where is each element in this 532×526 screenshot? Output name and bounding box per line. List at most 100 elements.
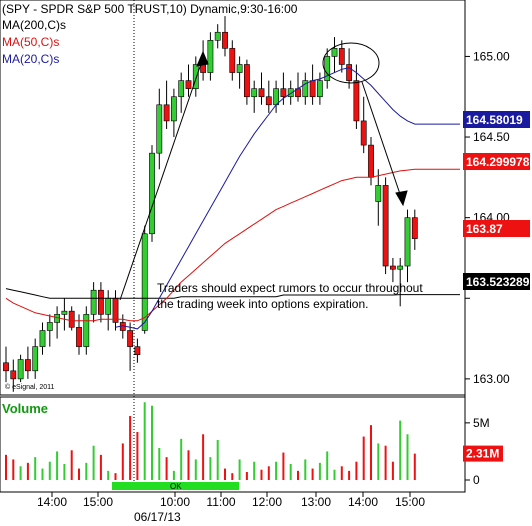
candle-body: [273, 88, 279, 106]
candle-body: [229, 48, 236, 73]
candle: [404, 209, 411, 283]
candle-body: [309, 80, 316, 98]
value-badge-label: 164.58019: [466, 113, 523, 127]
candle: [346, 48, 352, 89]
volume-value-badge-label: 2.31M: [466, 447, 499, 461]
candle-body: [207, 40, 214, 73]
volume-title: Volume: [2, 401, 48, 416]
candle-body: [76, 326, 82, 347]
volume-value-badge-bg: [463, 445, 503, 462]
candle: [171, 88, 177, 138]
candle-body: [141, 233, 148, 331]
annotation-line-1: Traders should expect rumors to occur th…: [157, 281, 423, 295]
candle: [83, 306, 90, 355]
candle-body: [316, 80, 323, 98]
candle-body: [24, 359, 31, 372]
candle-body: [163, 104, 170, 122]
candle: [98, 282, 104, 323]
candle: [192, 56, 199, 97]
candle: [360, 96, 367, 154]
candle-body: [98, 289, 104, 315]
candle-body: [375, 185, 382, 202]
annotation-arrows: [119, 42, 408, 301]
candle-body: [61, 310, 68, 315]
candle: [222, 16, 228, 57]
candle: [382, 177, 389, 275]
value-badge-bg: [463, 220, 530, 237]
candle: [10, 359, 17, 392]
candle-body: [346, 64, 352, 81]
candle: [331, 37, 338, 73]
candle-body: [83, 314, 90, 347]
candle-body: [171, 96, 177, 122]
candle: [411, 209, 418, 250]
value-badge-label: 163.523289: [466, 275, 530, 289]
watermark: © eSignal, 2011: [5, 383, 55, 391]
candle: [149, 145, 155, 242]
candle-body: [389, 265, 396, 270]
candle: [229, 40, 236, 81]
candle-body: [411, 217, 418, 239]
down-arrow-line: [361, 81, 403, 201]
candle-body: [214, 31, 221, 41]
ma200-line: [5, 288, 460, 299]
candle: [389, 257, 396, 283]
candle-body: [46, 322, 53, 331]
volume-tick-label: 5M: [473, 416, 490, 430]
candle: [156, 88, 163, 170]
candle: [207, 32, 214, 81]
candle-body: [265, 96, 272, 106]
candle-body: [397, 265, 404, 270]
status-bar: [112, 482, 239, 490]
chart-title: (SPY - SPDR S&P 500 TRUST,10) Dynamic,9:…: [2, 2, 298, 16]
candle: [280, 72, 287, 105]
candle: [258, 72, 265, 105]
value-badge-bg: [463, 111, 530, 128]
volume-value-badge: 2.31M: [463, 445, 503, 462]
value-badge: 163.523289: [463, 273, 530, 290]
candle-body: [127, 330, 133, 347]
time-tick-label: 10:00: [160, 495, 190, 509]
time-tick-label: 13:00: [301, 495, 331, 509]
candle: [324, 48, 331, 89]
candle-body: [105, 297, 112, 315]
time-tick-label: 15:00: [395, 495, 425, 509]
candle: [46, 314, 53, 347]
candle-body: [258, 88, 265, 98]
candle-body: [360, 120, 367, 146]
up-arrow-head: [196, 50, 209, 67]
annotation-line-2: the trading week into options expiration…: [157, 297, 368, 311]
candle-body: [280, 88, 287, 98]
ma20-line: [115, 67, 460, 330]
candle: [244, 59, 250, 105]
candle-body: [192, 64, 199, 89]
candle-body: [3, 362, 9, 372]
candle-body: [302, 80, 309, 98]
value-badge-bg: [463, 153, 530, 170]
candle-body: [382, 185, 389, 267]
up-arrow-line: [119, 57, 204, 301]
candle-body: [244, 64, 250, 98]
candle-body: [134, 346, 141, 355]
price-tick-label: 164.50: [473, 130, 510, 144]
candle: [68, 306, 75, 331]
candle: [338, 40, 345, 73]
time-tick-label: 14:00: [348, 495, 378, 509]
candle-body: [17, 359, 24, 380]
candle-body: [338, 48, 345, 65]
candle-body: [331, 48, 338, 57]
candle: [24, 346, 31, 379]
session-date-label: 06/17/13: [134, 510, 181, 524]
value-badge: 164.299978: [463, 153, 530, 170]
down-arrow-head: [395, 190, 408, 207]
time-tick-label: 11:00: [206, 495, 235, 509]
candle: [185, 64, 192, 97]
candle-body: [178, 80, 185, 98]
annotation-circle: [322, 42, 380, 84]
candle-body: [353, 80, 360, 122]
candle-body: [39, 330, 46, 347]
candle: [302, 72, 309, 105]
time-tick-label: 15:00: [83, 495, 113, 509]
value-badge-label: 163.87: [466, 222, 503, 236]
